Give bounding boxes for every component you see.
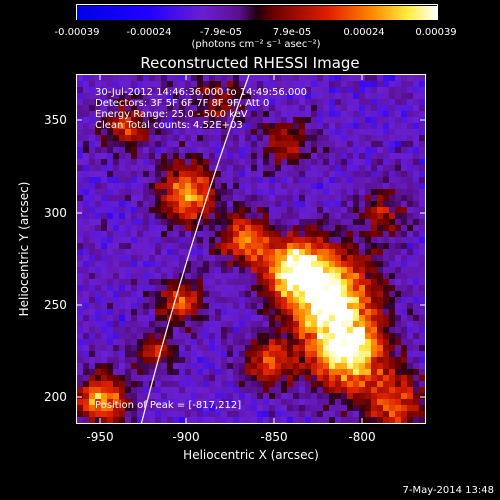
y-tick-label: 300	[44, 206, 67, 220]
x-tick-label: -900	[172, 430, 200, 444]
image-plot-area: 30-Jul-2012 14:46:36.000 to 14:49:56.000…	[76, 74, 426, 424]
solar-limb-overlay	[140, 75, 250, 423]
solar-limb-line	[140, 75, 250, 423]
y-tick-label: 250	[44, 298, 67, 312]
info-detectors: Detectors: 3F 5F 6F 7F 8F 9F, Att 0	[95, 98, 270, 109]
x-axis-label: Heliocentric X (arcsec)	[183, 448, 319, 462]
y-axis-label: Heliocentric Y (arcsec)	[17, 181, 31, 317]
colorbar-tick-label: -0.00039	[54, 27, 100, 38]
info-time-range: 30-Jul-2012 14:46:36.000 to 14:49:56.000	[95, 87, 307, 98]
footer-date: 7-May-2014 13:48	[402, 485, 494, 496]
reconstructed-image	[77, 75, 425, 423]
colorbar-units: (photons cm⁻² s⁻¹ asec⁻²)	[191, 39, 321, 50]
colorbar-tick-label: 0.00024	[343, 27, 385, 38]
colorbar-gradient	[77, 6, 437, 20]
colorbar-tick-label: 0.00039	[415, 27, 457, 38]
info-clean-counts: Clean Total counts: 4.52E+03	[95, 120, 243, 131]
x-tick-label: -850	[260, 430, 288, 444]
image-title: Reconstructed RHESSI Image	[140, 54, 360, 72]
x-tick-label: -950	[86, 430, 114, 444]
colorbar-tick-label: -7.9e-05	[200, 27, 242, 38]
x-tick-label: -800	[348, 430, 376, 444]
y-tick-label: 350	[44, 113, 67, 127]
colorbar-tick-label: -0.00024	[126, 27, 172, 38]
info-energy-range: Energy Range: 25.0 - 50.0 keV	[95, 109, 248, 120]
info-peak-position: Position of Peak = [-817,212]	[95, 400, 242, 411]
colorbar-tick-label: 7.9e-05	[272, 27, 312, 38]
colorbar	[76, 4, 438, 20]
y-tick-label: 200	[44, 390, 67, 404]
